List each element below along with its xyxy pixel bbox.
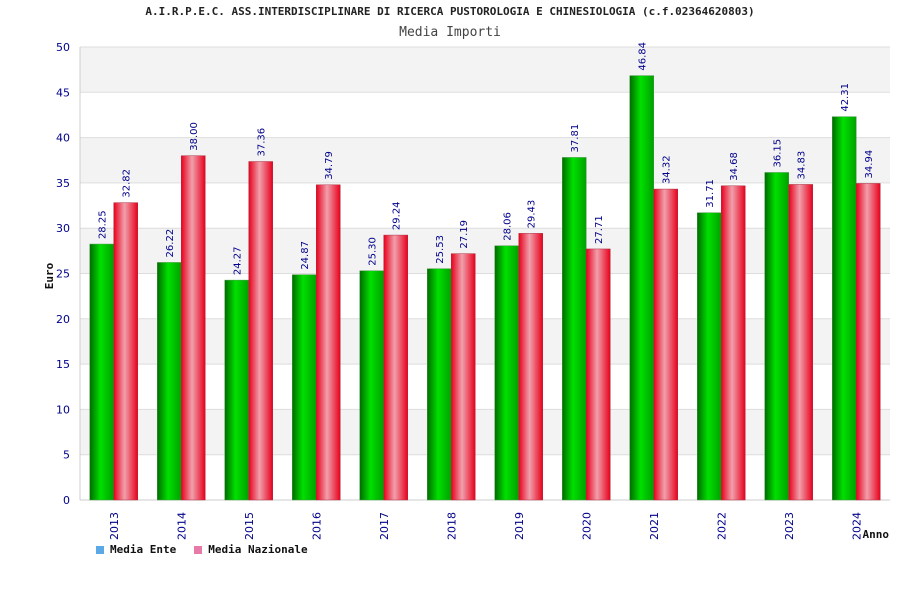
bar-media-nazionale-2024 (856, 183, 881, 501)
value-label: 25.30 (368, 237, 379, 266)
bar-media-ente-2013 (89, 243, 114, 501)
bar-media-ente-2017 (359, 270, 384, 501)
x-tick-label: 2021 (648, 512, 661, 540)
x-tick-label: 2017 (378, 512, 391, 540)
x-tick-label: 2022 (715, 512, 728, 540)
plot-band (80, 273, 890, 319)
y-tick-label: 25 (56, 268, 70, 281)
bar-media-nazionale-2018 (451, 253, 476, 501)
chart-subtitle: Media Importi (399, 25, 501, 40)
x-tick-label: 2019 (513, 512, 526, 540)
bar-media-ente-2019 (494, 245, 519, 501)
bar-media-ente-2016 (292, 274, 317, 501)
bar-media-nazionale-2013 (113, 202, 138, 501)
legend: Media Ente Media Nazionale (96, 543, 308, 556)
legend-label-nazionale: Media Nazionale (208, 543, 308, 556)
x-tick-label: 2015 (243, 512, 256, 540)
bar-media-ente-2024 (832, 116, 857, 501)
bar-media-nazionale-2022 (721, 185, 746, 501)
value-label: 25.53 (435, 235, 446, 264)
value-label: 26.22 (165, 229, 176, 258)
y-tick-label: 10 (56, 403, 70, 416)
x-axis-ticks: 2013 2014 2015 2016 2017 2018 2019 2020 2021 2022… (108, 512, 864, 540)
value-label: 28.06 (503, 212, 514, 241)
y-tick-label: 50 (56, 41, 70, 54)
value-label: 27.71 (594, 215, 605, 244)
x-tick-label: 2024 (850, 512, 863, 540)
legend-swatch-ente (96, 545, 104, 554)
plot-band (80, 92, 890, 138)
value-label: 34.94 (864, 150, 875, 179)
legend-swatch-nazionale (194, 545, 203, 554)
bar-media-nazionale-2019 (518, 233, 543, 501)
value-label: 28.25 (98, 210, 109, 239)
bar-media-nazionale-2017 (383, 234, 408, 501)
value-label: 34.68 (729, 152, 740, 181)
x-tick-label: 2014 (175, 512, 188, 540)
value-label: 42.31 (840, 83, 851, 112)
plot-band (80, 364, 890, 410)
value-label: 24.27 (233, 246, 244, 275)
bar-media-ente-2020 (562, 157, 587, 501)
y-tick-label: 40 (56, 132, 70, 145)
bar-media-nazionale-2020 (586, 248, 611, 501)
bar-media-ente-2021 (629, 75, 654, 501)
y-tick-label: 5 (63, 449, 70, 462)
x-tick-label: 2020 (580, 512, 593, 540)
bar-media-ente-2022 (697, 212, 722, 501)
y-tick-label: 0 (63, 494, 70, 507)
y-tick-label: 45 (56, 86, 70, 99)
y-axis-label: Euro (43, 262, 56, 289)
bar-media-ente-2018 (427, 268, 452, 501)
value-label: 34.79 (324, 151, 335, 180)
legend-item-ente: Media Ente (96, 543, 176, 556)
bar-media-nazionale-2021 (653, 188, 678, 501)
value-label: 27.19 (459, 220, 470, 249)
plot-band (80, 318, 890, 365)
bars-group (89, 75, 881, 501)
bar-media-nazionale-2023 (788, 184, 813, 501)
value-label: 29.43 (527, 200, 538, 229)
value-label: 34.32 (662, 155, 673, 184)
value-label: 37.81 (570, 124, 581, 153)
plot-band (80, 182, 890, 229)
y-tick-label: 15 (56, 358, 70, 371)
value-label: 37.36 (257, 128, 268, 157)
value-label: 46.84 (638, 42, 649, 71)
x-tick-label: 2023 (783, 512, 796, 540)
plot-background (79, 46, 890, 501)
bar-media-nazionale-2016 (316, 184, 341, 501)
value-label: 29.24 (392, 201, 403, 230)
bar-media-ente-2015 (224, 279, 249, 501)
plot-band (80, 409, 890, 455)
legend-item-nazionale: Media Nazionale (194, 543, 308, 556)
bar-media-ente-2014 (157, 262, 182, 501)
x-axis-label: Anno (863, 528, 890, 541)
plot-band (80, 137, 890, 183)
plot-band (80, 228, 890, 274)
plot-band (80, 47, 890, 93)
value-label: 24.87 (300, 241, 311, 270)
y-axis-ticks: 0 5 10 15 20 25 30 35 40 45 50 (56, 41, 70, 507)
x-tick-label: 2018 (445, 512, 458, 540)
value-label: 31.71 (705, 179, 716, 208)
x-tick-label: 2013 (108, 512, 121, 540)
bar-media-ente-2023 (764, 172, 789, 501)
value-label: 36.15 (773, 139, 784, 168)
x-tick-label: 2016 (310, 512, 323, 540)
legend-label-ente: Media Ente (110, 543, 177, 556)
bar-media-nazionale-2015 (248, 161, 273, 501)
value-labels: 28.25 32.82 26.22 38.00 24.27 37.36 24.87 34.79… (98, 42, 876, 275)
value-label: 34.83 (797, 151, 808, 180)
y-tick-label: 35 (56, 177, 70, 190)
y-tick-label: 30 (56, 222, 70, 235)
y-tick-label: 20 (56, 313, 70, 326)
value-label: 38.00 (189, 122, 200, 151)
plot-band (80, 454, 890, 500)
value-label: 32.82 (122, 169, 133, 198)
chart-title: A.I.R.P.E.C. ASS.INTERDISCIPLINARE DI RI… (145, 5, 755, 18)
bar-media-nazionale-2014 (181, 155, 206, 501)
